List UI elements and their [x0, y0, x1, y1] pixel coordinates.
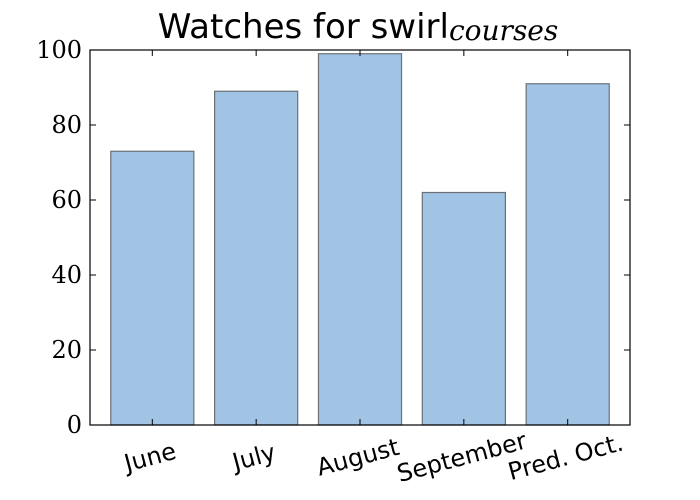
x-tick-label: June: [119, 437, 179, 478]
y-tick-label: 80: [51, 111, 82, 139]
bars-group: [110, 53, 610, 426]
y-tick-label: 20: [51, 336, 82, 364]
bar-september: [421, 191, 506, 426]
bar-pred-oct: [525, 83, 610, 426]
chart-title: Watches for swirlcourses: [158, 7, 559, 47]
x-tick-label: August: [314, 433, 402, 482]
y-tick-label: 100: [36, 36, 82, 64]
y-axis: 0 20 40 60 80 100: [36, 36, 630, 439]
bar-august: [317, 53, 403, 426]
x-tick-label: July: [228, 438, 279, 477]
y-tick-label: 40: [51, 261, 82, 289]
chart-title-main: Watches for swirl: [158, 7, 449, 47]
y-tick-label: 0: [67, 411, 82, 439]
chart-title-subscript: courses: [449, 14, 558, 47]
y-tick-label: 60: [51, 186, 82, 214]
bar-july: [214, 90, 299, 426]
bar-june: [110, 150, 195, 426]
